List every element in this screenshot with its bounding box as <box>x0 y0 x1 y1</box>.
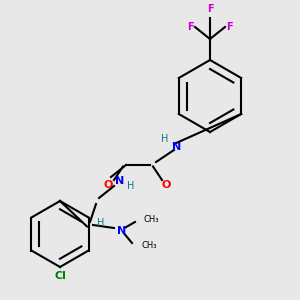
Text: F: F <box>187 22 194 32</box>
Text: H: H <box>161 134 169 145</box>
Text: F: F <box>207 4 213 14</box>
Text: O: O <box>103 179 113 190</box>
Text: H: H <box>97 218 104 229</box>
Text: CH₃: CH₃ <box>144 214 160 224</box>
Text: O: O <box>162 179 171 190</box>
Text: F: F <box>226 22 233 32</box>
Text: N: N <box>116 176 124 187</box>
Text: N: N <box>117 226 126 236</box>
Text: N: N <box>172 142 182 152</box>
Text: Cl: Cl <box>54 271 66 281</box>
Text: CH₃: CH₃ <box>141 242 157 250</box>
Text: H: H <box>127 181 134 191</box>
